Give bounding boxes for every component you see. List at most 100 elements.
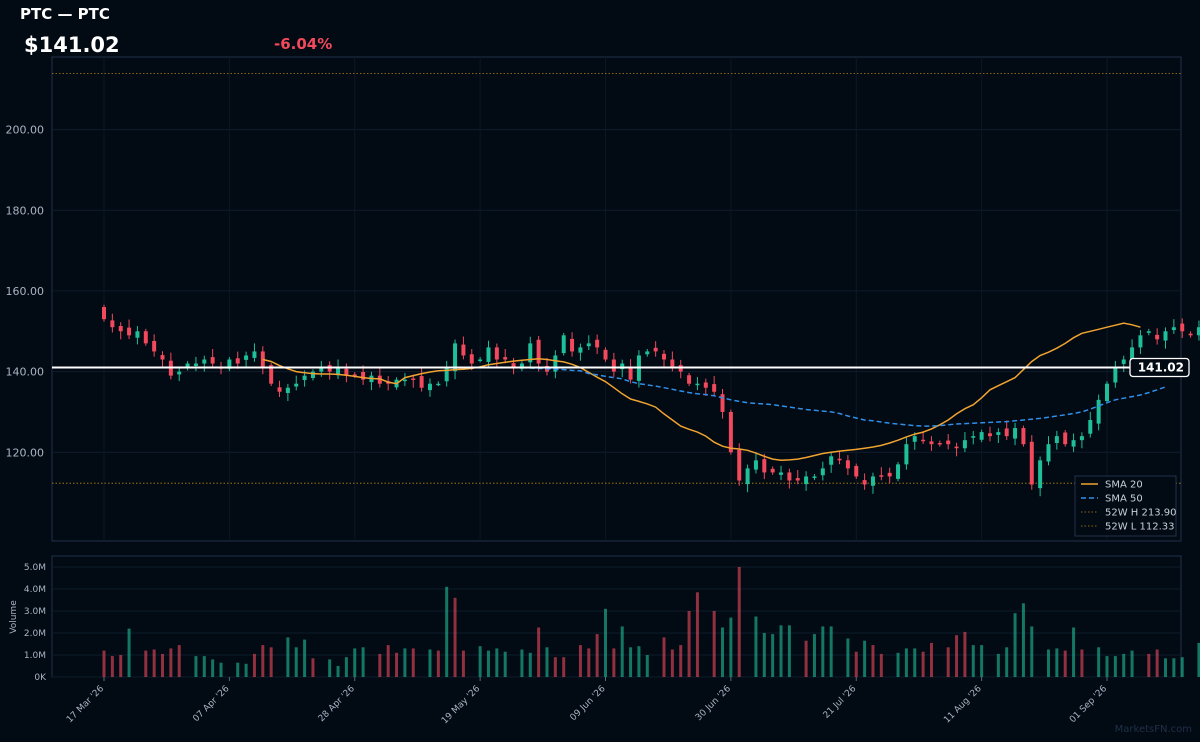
volume-bar [110,656,114,677]
volume-bar [595,634,599,677]
candle-body [344,368,349,376]
volume-bar [244,663,248,677]
candle-body [310,371,315,379]
volume-tick-label: 0K [34,673,47,683]
volume-bar [344,657,348,677]
volume-bar [152,649,156,677]
volume-bar [127,628,131,677]
volume-bar [604,608,607,677]
sma50-line [513,366,1166,427]
volume-bar [980,645,984,677]
candle-body [946,440,951,445]
last-price: $141.02 [24,33,120,57]
candle-body [645,351,650,355]
x-tick-label: 28 Apr '26 [317,684,357,724]
volume-bar [1097,647,1101,677]
volume-bar [520,649,524,677]
candle-body [603,349,608,360]
volume-bar [303,639,307,677]
volume-bar [921,651,925,677]
candle-body [294,383,299,387]
candle-body [244,355,249,360]
x-tick-label: 01 Sep '26 [1068,684,1109,725]
candle-body [252,351,257,358]
volume-bar [1197,642,1200,677]
candle-body [1146,331,1151,333]
candle-body [870,476,875,486]
candle-body [1063,432,1068,445]
candle-body [193,363,198,366]
volume-bar [495,648,499,677]
candle-body [444,367,449,382]
volume-bar [896,652,900,677]
volume-bar [453,597,457,677]
candle-body [177,371,182,375]
candle-body [1105,383,1109,402]
candle-body [1196,327,1200,336]
volume-tick-label: 5.0M [24,563,46,573]
volume-bar [879,653,883,677]
candle-body [202,359,207,364]
volume-bar [846,638,850,677]
candle-body [787,472,792,481]
volume-panel [51,555,1182,678]
price-tick-label: 180.00 [6,204,45,217]
candle-body [143,331,148,344]
volume-bar [662,637,666,677]
candle-body [135,331,140,338]
candle-body [461,344,466,356]
x-tick-label: 09 Jun '26 [569,684,608,723]
volume-bar [361,647,365,677]
candle-body [210,357,215,364]
candle-body [118,326,123,332]
x-axis: 17 Mar '26 07 Apr '26 28 Apr '26 19 May '26… [65,677,1109,726]
candle-body [929,441,934,445]
candle-body [896,464,901,479]
candle-body [152,340,157,352]
candle-body [319,367,324,372]
volume-bar [829,626,833,677]
candle-body [553,355,558,372]
candle-body [453,343,458,372]
price-grid: 120.00 140.00 160.00 180.00 200.00 [6,57,1181,541]
volume-tick-label: 4.0M [24,585,46,595]
volume-bar [955,635,959,677]
volume-bar [1105,656,1109,677]
volume-bar [695,592,699,677]
candle-body [971,436,976,438]
volume-bar [1072,627,1076,677]
candle-body [720,394,725,412]
legend-52w-low-label: 52W L 112.33 [1105,522,1175,533]
volume-bar [553,657,557,677]
candle-body [712,384,717,392]
sma20-line [262,322,1141,462]
candle-body [829,456,834,465]
legend-52w-high-label: 52W H 213.90 [1105,508,1176,519]
volume-bar [219,662,223,677]
candle-body [845,460,850,469]
volume-bar [1005,647,1009,677]
volume-bar [428,649,432,677]
volume-bar [721,627,725,677]
chart-title: PTC — PTC [20,5,110,23]
volume-tick-label: 1.0M [24,651,46,661]
volume-bar [119,655,123,677]
price-change: -6.04% [274,35,333,53]
candle-body [795,478,800,481]
volume-bar [787,625,791,677]
volume-bar [286,637,290,677]
candle-body [586,343,591,347]
volume-bar [562,657,566,677]
candle-body [1163,331,1168,341]
candle-body [753,460,758,470]
moving-averages [262,322,1166,462]
volume-bar [1130,650,1134,677]
volume-bar [913,648,917,677]
candle-body [570,338,575,352]
candle-body [110,320,115,328]
candle-body [494,347,499,360]
candle-body [235,358,240,364]
volume-bar [1180,657,1184,677]
x-tick-label: 17 Mar '26 [65,684,106,725]
